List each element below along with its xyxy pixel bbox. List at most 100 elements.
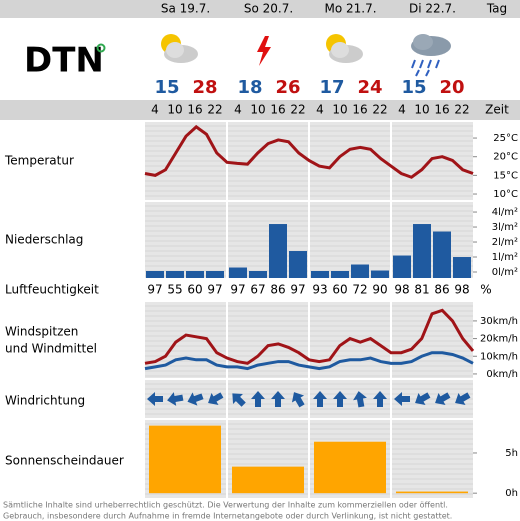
row-label: und Windmittel: [5, 342, 97, 356]
humidity-value: 97: [147, 283, 162, 297]
wind-arrow: [271, 391, 285, 407]
wind-arrow: [251, 391, 265, 407]
precip-bar: [433, 231, 451, 278]
wind-arrow: [167, 392, 184, 406]
y-tick-label: 0h: [505, 488, 518, 499]
data-line: [144, 308, 475, 365]
wind-arrow: [187, 392, 204, 406]
hours-header: Zeit: [485, 103, 509, 117]
temp-max: 28: [192, 77, 217, 98]
precip-bar: [206, 271, 224, 278]
row-label: Sonnenscheindauer: [5, 454, 124, 468]
y-tick-label: 1l/m²: [492, 252, 518, 263]
row-label: Windrichtung: [5, 394, 85, 408]
hour-label: 16: [352, 103, 367, 117]
humidity-value: 72: [352, 283, 367, 297]
sunshine-bar: [232, 466, 304, 494]
y-tick-label: 0km/h: [486, 369, 518, 380]
wind-arrow: [435, 392, 451, 406]
sunshine-bar: [314, 441, 386, 494]
temp-min: 18: [237, 77, 262, 98]
temp-max: 26: [275, 77, 300, 98]
precip-bar: [269, 224, 287, 278]
day-label: So 20.7.: [244, 2, 293, 16]
humidity-value: 60: [332, 283, 347, 297]
temp-min: 15: [401, 77, 426, 98]
temp-min: 15: [154, 77, 179, 98]
sunshine-bar: [396, 491, 468, 494]
precip-bar: [351, 264, 369, 278]
y-tick-label: 25°C: [493, 133, 518, 144]
y-tick-label: 20°C: [493, 152, 518, 163]
hours-bar: [0, 100, 520, 120]
humidity-value: 86: [434, 283, 449, 297]
precip-bar: [229, 267, 247, 278]
precip-bar: [413, 224, 431, 278]
hour-label: 22: [454, 103, 469, 117]
humidity-value: 98: [454, 283, 469, 297]
wind-arrow: [353, 391, 367, 408]
humidity-value: 67: [250, 283, 265, 297]
humidity-value: 93: [312, 283, 327, 297]
wind-arrow: [208, 392, 224, 406]
temp-max: 20: [439, 77, 464, 98]
hour-label: 22: [207, 103, 222, 117]
precip-bar: [289, 251, 307, 278]
wind-arrow: [291, 392, 305, 408]
humidity-value: 90: [372, 283, 387, 297]
precip-bar: [393, 255, 411, 278]
row-label: Temperatur: [4, 154, 74, 168]
wind-arrow: [333, 391, 347, 407]
sunshine-bar: [149, 425, 221, 494]
hour-label: 22: [372, 103, 387, 117]
y-tick-label: 15°C: [493, 170, 518, 181]
day-label: Sa 19.7.: [161, 2, 210, 16]
icon-sun-cloud: [326, 34, 363, 63]
wind-arrow: [232, 393, 246, 407]
hour-label: 22: [290, 103, 305, 117]
y-tick-label: 4l/m²: [492, 207, 518, 218]
humidity-unit: %: [480, 283, 491, 297]
y-tick-label: 0l/m²: [492, 267, 518, 278]
footer-text: Gebrauch, insbesondere durch Aufnahme in…: [3, 512, 452, 521]
hour-label: 16: [187, 103, 202, 117]
precip-bar: [311, 271, 329, 278]
icon-rain: [411, 34, 451, 77]
row-label: Luftfeuchtigkeit: [5, 283, 99, 297]
icon-sun-cloud: [161, 34, 198, 63]
wind-arrow: [313, 391, 327, 407]
day-label: Di 22.7.: [409, 2, 456, 16]
hour-label: 4: [234, 103, 242, 117]
precip-bar: [166, 271, 184, 278]
humidity-value: 97: [230, 283, 245, 297]
data-line: [144, 124, 474, 179]
day-label: Mo 21.7.: [324, 2, 376, 16]
logo: DTN: [24, 41, 104, 81]
y-tick-label: 10°C: [493, 189, 518, 200]
row-label: Windspitzen: [5, 325, 78, 339]
hour-label: 10: [167, 103, 182, 117]
wind-arrow: [373, 391, 387, 407]
icon-thunder: [257, 36, 271, 66]
hour-label: 10: [332, 103, 347, 117]
y-tick-label: 20km/h: [480, 334, 518, 345]
wind-arrow: [455, 392, 471, 406]
y-tick-label: 2l/m²: [492, 237, 518, 248]
hour-label: 16: [434, 103, 449, 117]
humidity-value: 86: [270, 283, 285, 297]
humidity-value: 97: [290, 283, 305, 297]
y-tick-label: 3l/m²: [492, 222, 518, 233]
humidity-value: 81: [414, 283, 429, 297]
precip-bar: [146, 271, 164, 278]
hour-label: 4: [398, 103, 406, 117]
row-label: Niederschlag: [5, 233, 83, 247]
hour-label: 10: [414, 103, 429, 117]
precip-bar: [331, 271, 349, 278]
logo-dot: [96, 43, 106, 53]
temp-min: 17: [319, 77, 344, 98]
hour-label: 16: [270, 103, 285, 117]
wind-arrow: [394, 392, 410, 406]
day-header: Tag: [486, 2, 507, 16]
